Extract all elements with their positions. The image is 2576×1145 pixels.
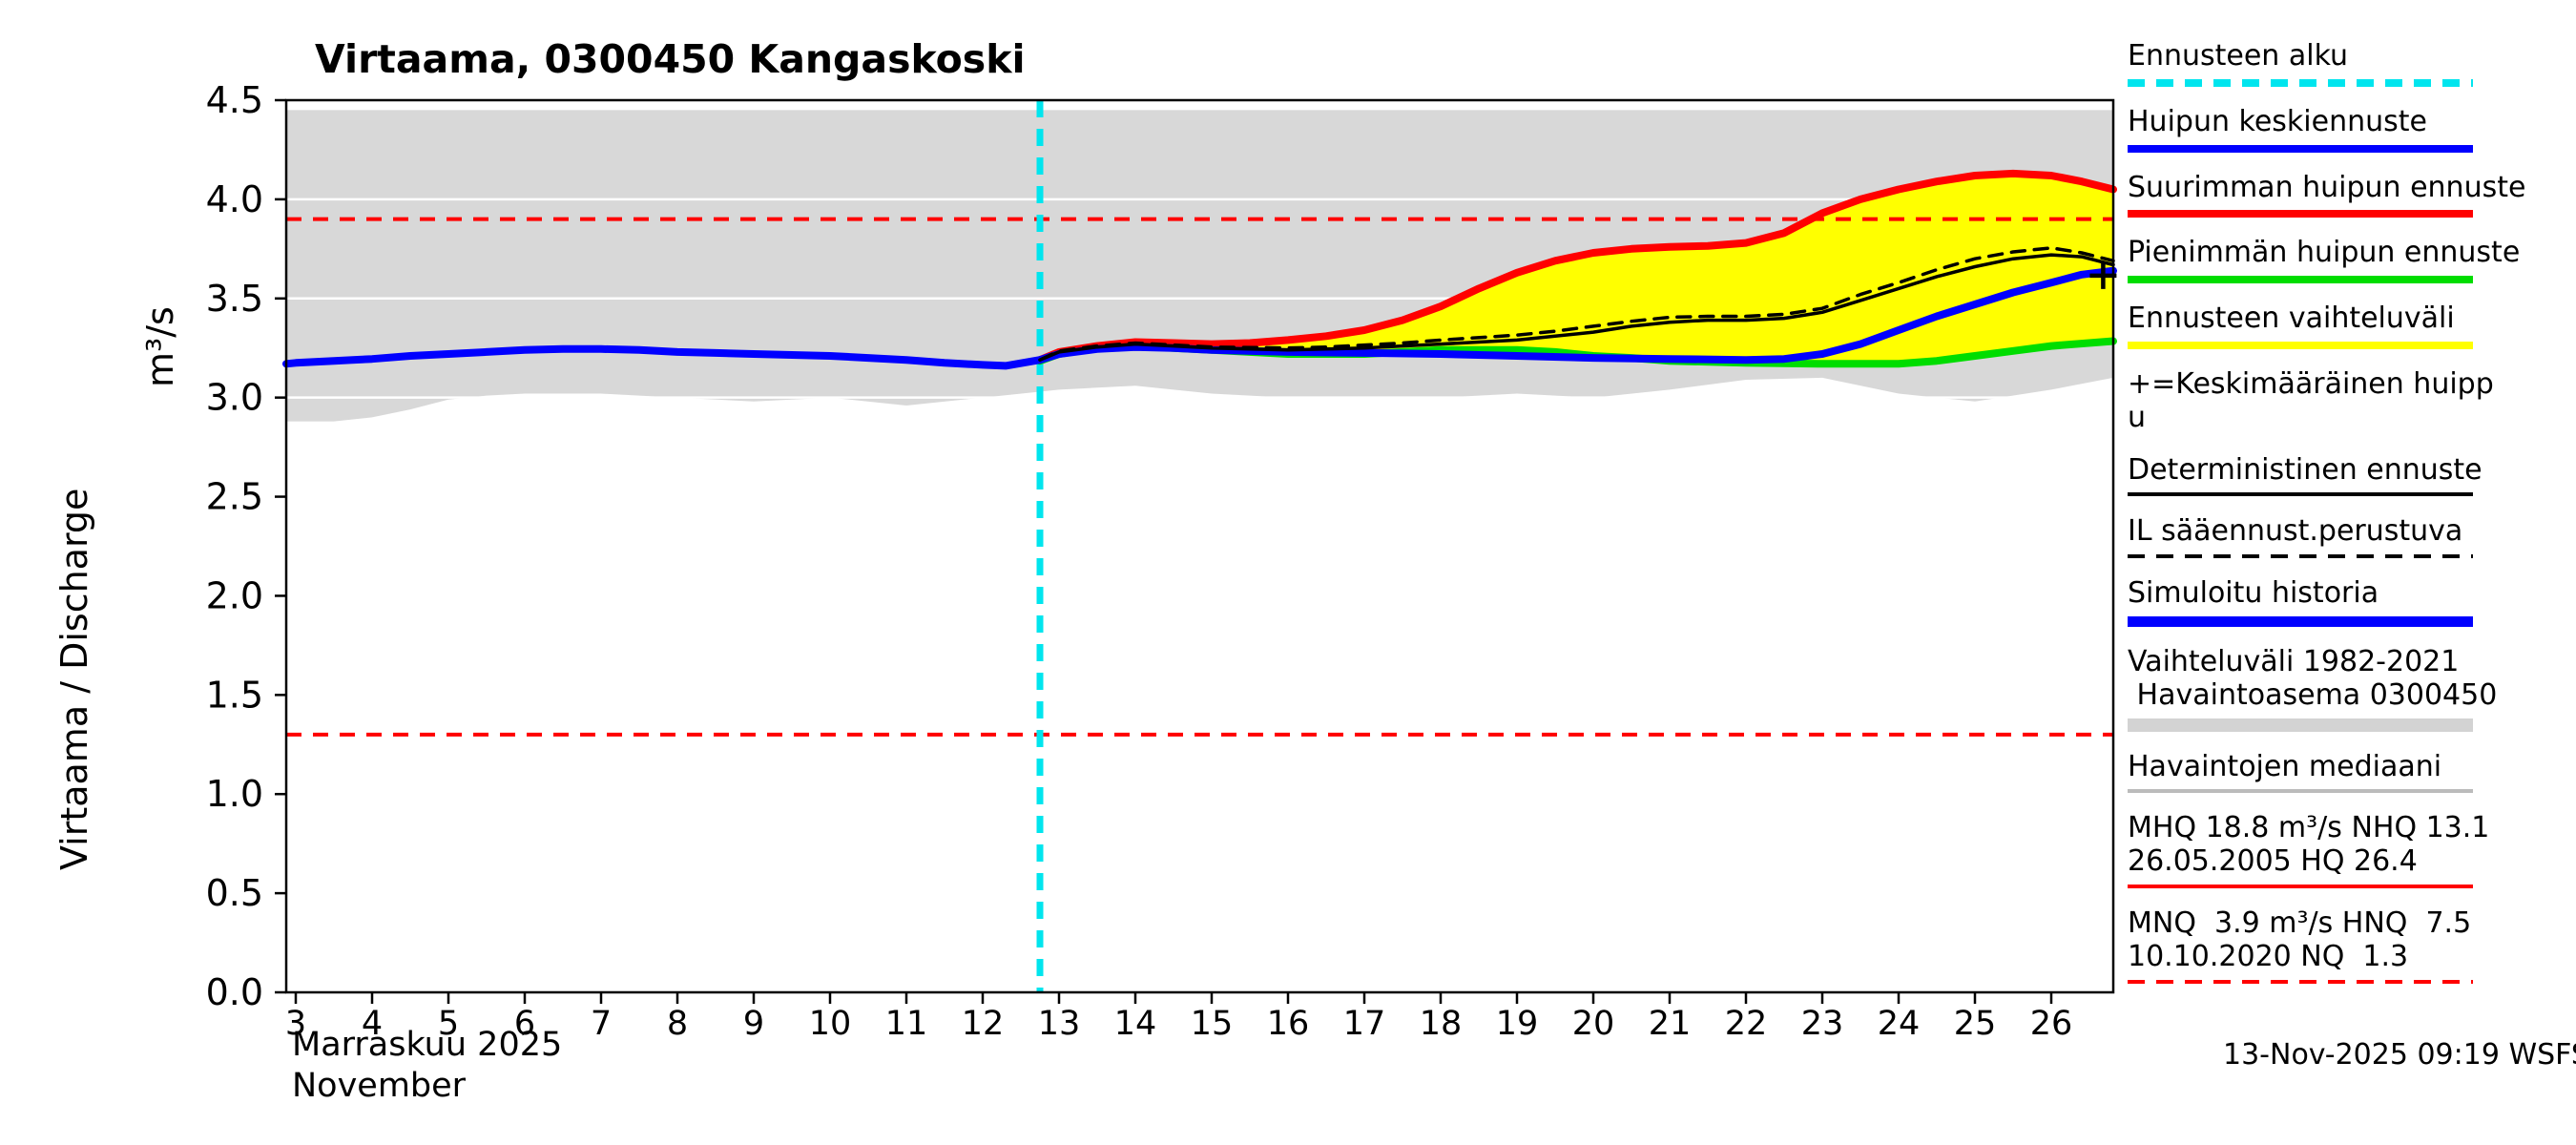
plot-frame [284, 98, 2115, 994]
x-tick-label: 19 [1496, 1005, 1539, 1043]
legend-item-8: Simuloitu historia [2128, 576, 2576, 627]
legend-item-1: Huipun keskiennuste [2128, 104, 2576, 153]
y-axis-label: Virtaama / Discharge [53, 488, 95, 870]
series-deterministinen-ennuste [1038, 253, 2115, 362]
legend-item-7: IL sääennust.perustuva [2128, 514, 2576, 559]
y-tick-label: 2.0 [206, 574, 263, 616]
x-tick-label: 5 [438, 1005, 459, 1043]
y-tick-label: 1.0 [206, 773, 263, 815]
legend-line-sample [2128, 210, 2473, 219]
legend-item-3: Pienimmän huipun ennuste [2128, 236, 2576, 284]
legend-line-sample [2128, 718, 2473, 732]
y-axis-unit-label: m³/s [139, 306, 181, 387]
x-tick-label: 10 [809, 1005, 852, 1043]
legend-item-label: MNQ 3.9 m³/s HNQ 7.5 10.10.2020 NQ 1.3 [2128, 906, 2472, 973]
y-tick-label: 2.5 [206, 476, 263, 518]
x-tick-label: 25 [1954, 1005, 1997, 1043]
legend-line-sample [2128, 144, 2473, 153]
legend-item-label: Huipun keskiennuste [2128, 104, 2427, 138]
legend-item-label: Vaihteluväli 1982-2021 Havaintoasema 030… [2128, 644, 2498, 712]
legend-item-label: Simuloitu historia [2128, 576, 2379, 611]
x-tick-label: 23 [1801, 1005, 1844, 1043]
x-tick-label: 15 [1191, 1005, 1234, 1043]
band-ennusteen-vaihteluvali [1040, 173, 2113, 364]
legend-line-sample [2128, 789, 2473, 794]
y-tick-label: 3.0 [206, 377, 263, 419]
x-tick-label: 14 [1114, 1005, 1157, 1043]
legend-item-label: MHQ 18.8 m³/s NHQ 13.1 26.05.2005 HQ 26.… [2128, 811, 2490, 879]
y-tick-label: 0.5 [206, 872, 263, 914]
x-tick-label: 16 [1267, 1005, 1310, 1043]
legend-item-label: Suurimman huipun ennuste [2128, 170, 2526, 204]
legend-item-5: +=Keskimääräinen huipp u [2128, 366, 2576, 435]
x-tick-label: 7 [591, 1005, 612, 1043]
legend-line-sample [2128, 884, 2473, 888]
legend: Ennusteen alku Huipun keskiennuste Suurimm… [2128, 39, 2576, 984]
series-il-sääennust-perustuva [1038, 246, 2115, 362]
series-simuloitu-historia [282, 344, 1044, 370]
legend-line-sample [2128, 492, 2473, 497]
legend-item-4: Ennusteen vaihteluväli [2128, 302, 2576, 349]
series-huipun-keskiennuste [1036, 266, 2117, 364]
legend-item-9: Vaihteluväli 1982-2021 Havaintoasema 030… [2128, 644, 2576, 732]
series-suurimman-huipun-ennuste [1036, 169, 2117, 364]
legend-item-label: Ennusteen vaihteluväli [2128, 302, 2455, 336]
y-tick-label: 4.5 [206, 79, 263, 121]
x-tick-label: 9 [743, 1005, 764, 1043]
x-tick-label: 6 [514, 1005, 535, 1043]
x-axis-month-label-en: November [292, 1067, 467, 1105]
legend-line-sample [2128, 979, 2473, 984]
x-axis-month-label-fi: Marraskuu 2025 [292, 1026, 563, 1064]
legend-item-label: IL sääennust.perustuva [2128, 514, 2463, 549]
y-tick-label: 4.0 [206, 178, 263, 220]
x-tick-label: 17 [1343, 1005, 1386, 1043]
legend-item-label: Ennusteen alku [2128, 39, 2349, 73]
legend-line-sample [2128, 341, 2473, 349]
legend-item-11: MHQ 18.8 m³/s NHQ 13.1 26.05.2005 HQ 26.… [2128, 812, 2576, 888]
legend-item-6: Deterministinen ennuste [2128, 452, 2576, 497]
x-tick-label: 11 [885, 1005, 928, 1043]
x-tick-label: 24 [1878, 1005, 1921, 1043]
legend-item-12: MNQ 3.9 m³/s HNQ 7.5 10.10.2020 NQ 1.3 [2128, 906, 2576, 984]
x-tick-label: 26 [2030, 1005, 2073, 1043]
legend-line-sample [2128, 276, 2473, 284]
legend-item-label: +=Keskimääräinen huipp u [2128, 366, 2494, 434]
x-tick-label: 21 [1649, 1005, 1692, 1043]
x-tick-label: 12 [962, 1005, 1005, 1043]
x-tick-label: 3 [285, 1005, 306, 1043]
x-tick-label: 18 [1420, 1005, 1463, 1043]
legend-item-label: Havaintojen mediaani [2128, 749, 2442, 783]
x-tick-label: 20 [1572, 1005, 1615, 1043]
legend-line-sample [2128, 554, 2473, 559]
chart-title: Virtaama, 0300450 Kangaskoski [315, 36, 1026, 82]
marker-keskimaarainen-huippu [2089, 261, 2117, 289]
legend-item-0: Ennusteen alku [2128, 39, 2576, 87]
timestamp: 13-Nov-2025 09:19 WSFS-O [2223, 1038, 2576, 1072]
y-tick-label: 0.0 [206, 971, 263, 1013]
legend-item-10: Havaintojen mediaani [2128, 749, 2576, 794]
legend-item-2: Suurimman huipun ennuste [2128, 170, 2576, 219]
legend-item-label: Pienimmän huipun ennuste [2128, 236, 2521, 270]
x-tick-label: 13 [1038, 1005, 1081, 1043]
x-tick-label: 22 [1725, 1005, 1768, 1043]
x-tick-label: 4 [362, 1005, 383, 1043]
y-tick-label: 3.5 [206, 278, 263, 320]
x-tick-label: 8 [667, 1005, 688, 1043]
legend-line-sample [2128, 615, 2473, 627]
legend-item-label: Deterministinen ennuste [2128, 452, 2483, 487]
legend-line-sample [2128, 78, 2473, 87]
y-tick-label: 1.5 [206, 674, 263, 716]
